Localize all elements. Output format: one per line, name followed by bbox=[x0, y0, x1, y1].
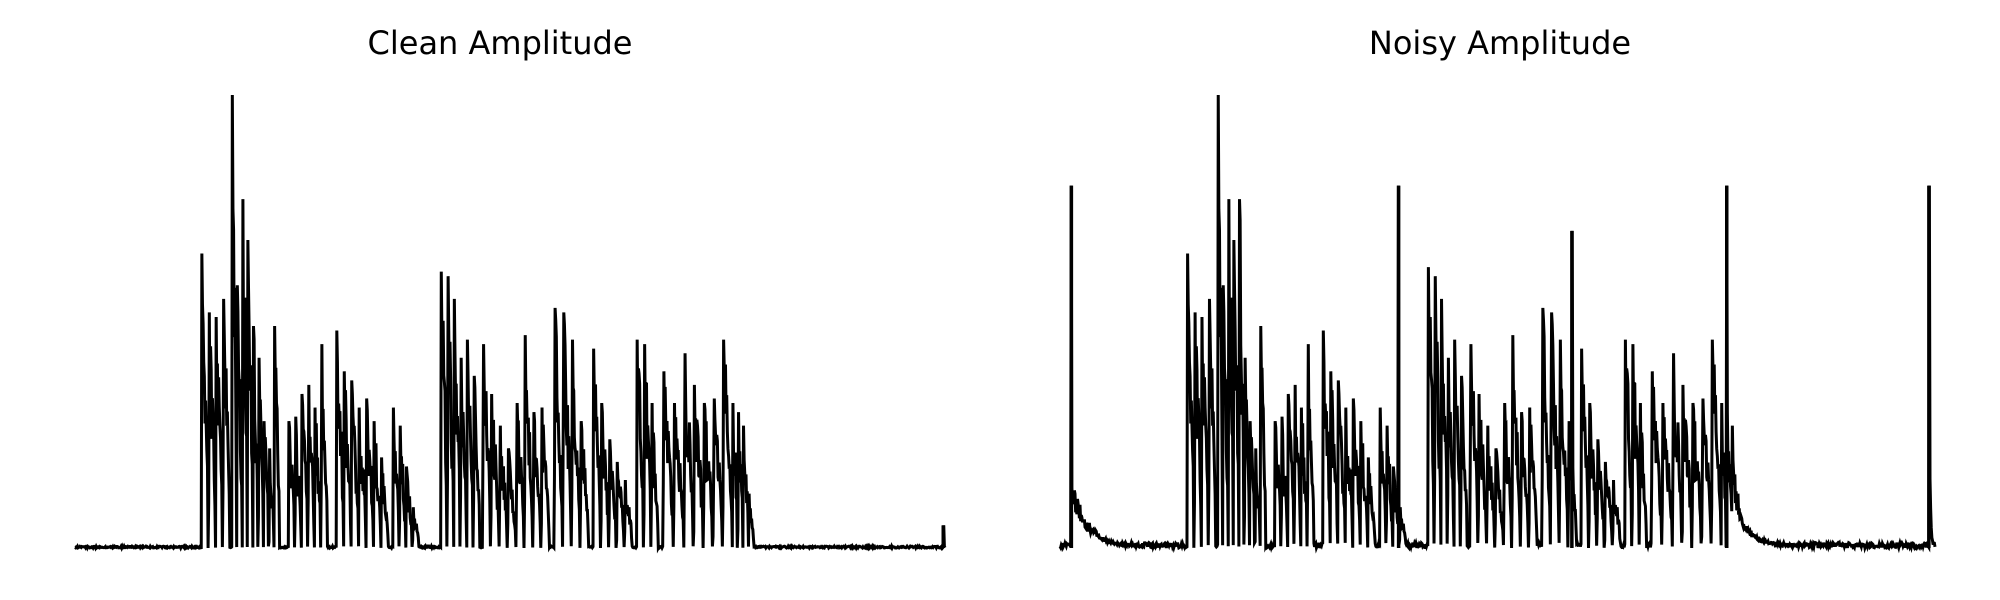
amplitude-series-line bbox=[74, 94, 947, 554]
noisy-amplitude-panel: Noisy Amplitude bbox=[1000, 0, 2000, 600]
clean-amplitude-panel: Clean Amplitude bbox=[74, 24, 947, 554]
noisy-amplitude-plot bbox=[1058, 94, 1937, 554]
amplitude-series-line bbox=[1058, 94, 1937, 554]
chart-title: Clean Amplitude bbox=[367, 24, 633, 62]
clean-amplitude-plot bbox=[74, 94, 947, 554]
chart-title: Noisy Amplitude bbox=[1368, 24, 1632, 62]
